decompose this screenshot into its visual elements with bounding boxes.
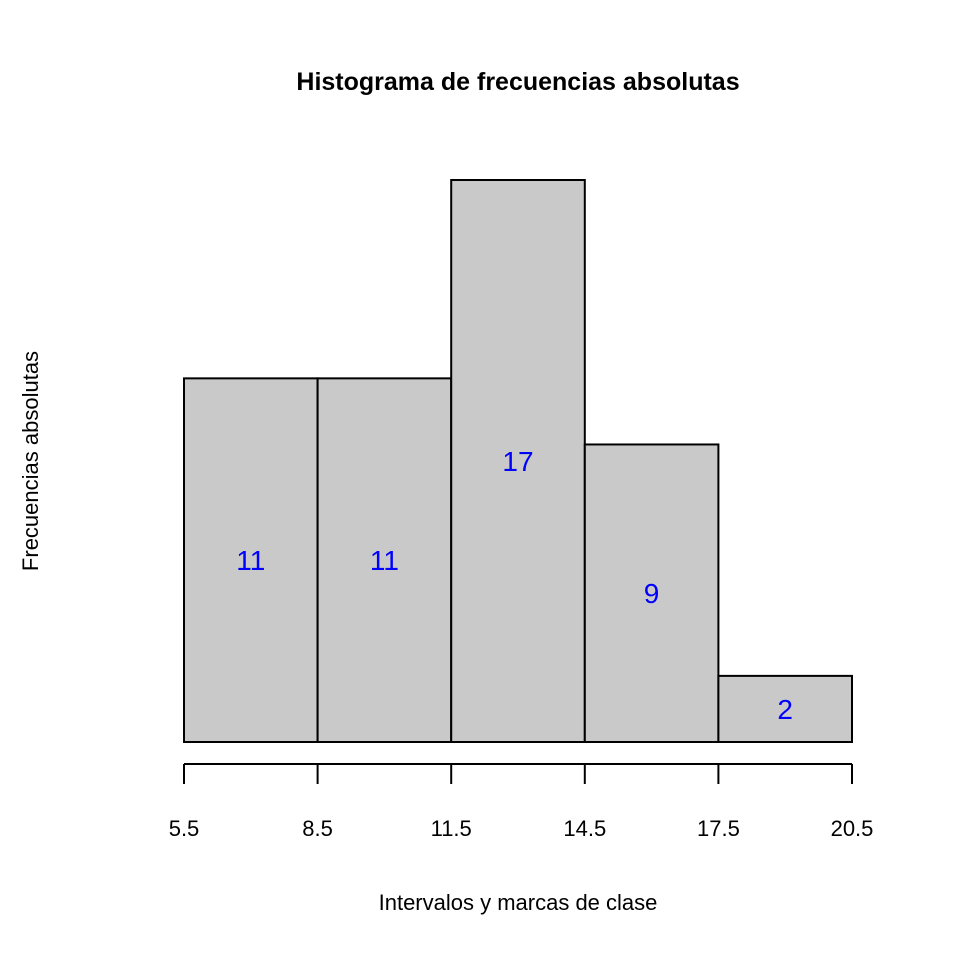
histogram-bar <box>316 377 453 743</box>
bar-value-label: 2 <box>777 694 793 725</box>
histogram-bar <box>583 443 720 743</box>
x-tick-label: 5.5 <box>169 816 200 841</box>
chart-title: Histograma de frecuencias absolutas <box>296 68 739 96</box>
x-axis-label: Intervalos y marcas de clase <box>379 890 658 915</box>
x-tick-label: 14.5 <box>563 816 606 841</box>
bar-value-label: 11 <box>236 545 265 576</box>
x-tick-label: 8.5 <box>302 816 333 841</box>
bar-value-label: 9 <box>644 578 660 609</box>
histogram-bar <box>183 377 319 743</box>
histogram-bar <box>717 674 854 743</box>
y-axis-label: Frecuencias absolutas <box>18 351 43 571</box>
bar-value-label: 11 <box>370 545 399 576</box>
x-tick-label: 20.5 <box>831 816 874 841</box>
x-tick-label: 17.5 <box>697 816 740 841</box>
bars-group: 11 11 17 9 2 <box>183 179 854 743</box>
bar-value-label: 17 <box>502 446 533 477</box>
histogram-bar <box>450 179 586 743</box>
x-tick-label: 11.5 <box>431 816 472 841</box>
x-axis: 5.5 8.5 11.5 14.5 17.5 20.5 <box>169 763 874 841</box>
